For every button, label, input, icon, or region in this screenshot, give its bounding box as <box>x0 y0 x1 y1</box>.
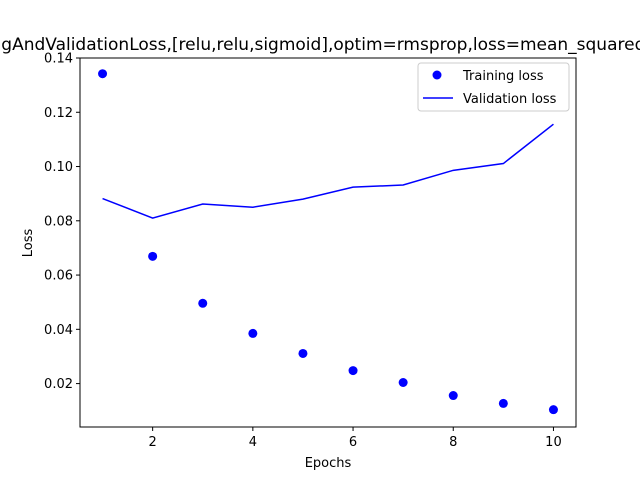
point-training-loss <box>348 366 358 376</box>
y-tick-label: 0.08 <box>44 214 73 229</box>
point-training-loss <box>198 298 208 308</box>
y-tick-label: 0.02 <box>44 377 73 392</box>
x-tick-label: 10 <box>545 435 562 450</box>
y-tick-label: 0.14 <box>44 52 73 67</box>
x-axis: 2 4 6 8 10 <box>149 427 562 450</box>
plot-area-frame <box>79 57 577 428</box>
x-tick-label: 6 <box>349 435 357 450</box>
legend-frame <box>417 62 570 112</box>
x-tick-label: 8 <box>449 435 457 450</box>
point-training-loss <box>548 405 558 415</box>
point-training-loss <box>298 348 308 358</box>
y-tick-label: 0.12 <box>44 106 73 121</box>
y-tick-label: 0.10 <box>44 160 73 175</box>
data-layer <box>98 69 558 415</box>
legend: Training loss Validation loss <box>417 62 570 112</box>
legend-marker-training-loss <box>432 70 442 80</box>
series-line-validation-loss <box>102 123 554 219</box>
point-training-loss <box>448 391 458 401</box>
y-tick-label: 0.06 <box>44 269 73 284</box>
point-training-loss <box>398 378 408 388</box>
chart-title: TrainingAndValidationLoss,[relu,relu,sig… <box>0 35 640 55</box>
y-tick-label: 0.04 <box>44 323 73 338</box>
x-tick-label: 4 <box>249 435 257 450</box>
legend-label-training-loss: Training loss <box>462 69 544 84</box>
y-axis-label: Loss <box>21 229 36 258</box>
point-training-loss <box>98 69 108 79</box>
x-axis-label: Epochs <box>305 456 352 471</box>
point-training-loss <box>148 251 158 261</box>
x-tick-label: 2 <box>149 435 157 450</box>
y-axis: 0.02 0.04 0.06 0.08 0.10 0.12 0.14 <box>44 52 80 392</box>
point-training-loss <box>248 328 258 338</box>
legend-label-validation-loss: Validation loss <box>463 92 557 107</box>
point-training-loss <box>498 398 508 408</box>
